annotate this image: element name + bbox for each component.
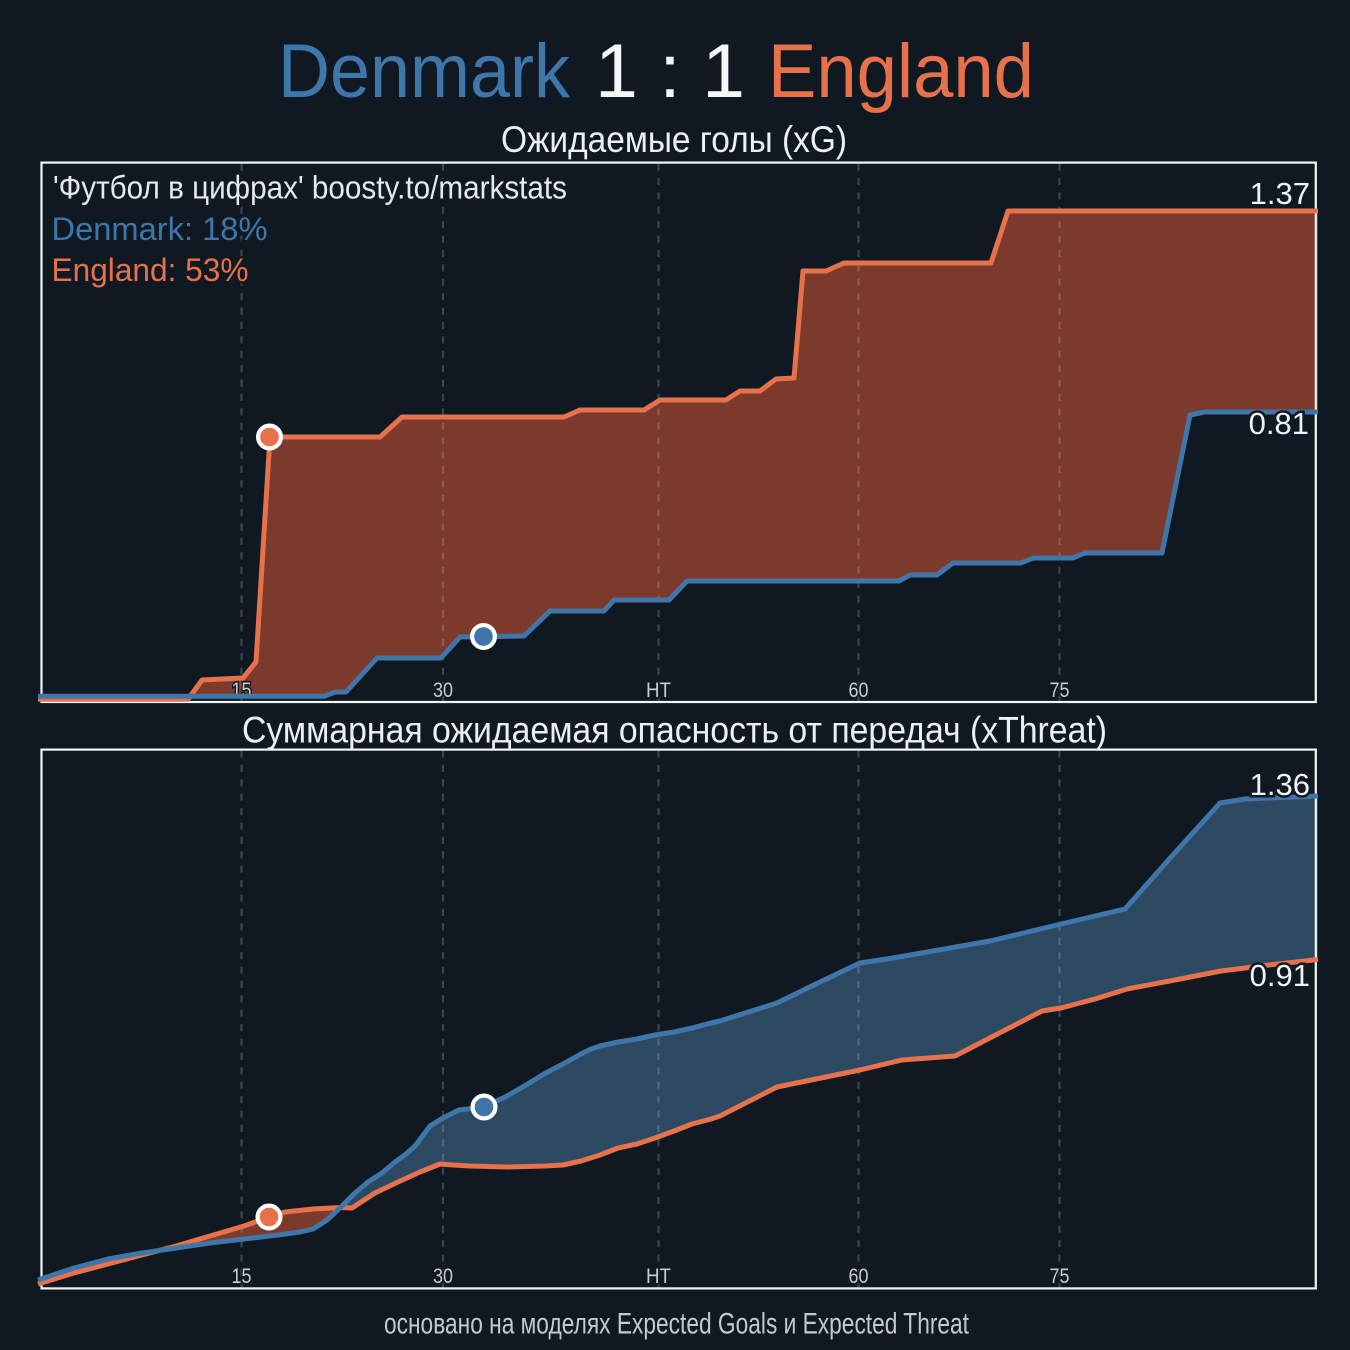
svg-text:30: 30 bbox=[433, 679, 453, 702]
svg-text:HT: HT bbox=[646, 1265, 671, 1288]
svg-text:30: 30 bbox=[433, 1265, 453, 1288]
svg-text:1 : 1: 1 : 1 bbox=[595, 29, 745, 114]
svg-text:England: England bbox=[768, 29, 1034, 114]
svg-text:'Футбол в цифрах' boosty.to/ma: 'Футбол в цифрах' boosty.to/markstats bbox=[53, 170, 567, 206]
svg-text:Ожидаемые голы (xG): Ожидаемые голы (xG) bbox=[501, 119, 847, 160]
svg-text:HT: HT bbox=[646, 679, 671, 702]
svg-text:Denmark: 18%: Denmark: 18% bbox=[52, 211, 268, 247]
svg-text:15: 15 bbox=[232, 1265, 252, 1288]
svg-text:1.37: 1.37 bbox=[1250, 176, 1310, 211]
svg-text:Суммарная ожидаемая опасность: Суммарная ожидаемая опасность от передач… bbox=[242, 710, 1107, 751]
svg-text:0.81: 0.81 bbox=[1249, 406, 1309, 441]
svg-text:1.36: 1.36 bbox=[1250, 767, 1310, 802]
svg-text:75: 75 bbox=[1050, 1265, 1070, 1288]
svg-text:60: 60 bbox=[849, 679, 869, 702]
svg-text:60: 60 bbox=[849, 1265, 869, 1288]
svg-text:75: 75 bbox=[1050, 679, 1070, 702]
svg-text:Denmark: Denmark bbox=[278, 29, 571, 114]
svg-text:основано на моделях Expected G: основано на моделях Expected Goals и Exp… bbox=[384, 1307, 969, 1340]
svg-text:0.91: 0.91 bbox=[1250, 958, 1310, 993]
svg-text:England: 53%: England: 53% bbox=[52, 252, 249, 288]
